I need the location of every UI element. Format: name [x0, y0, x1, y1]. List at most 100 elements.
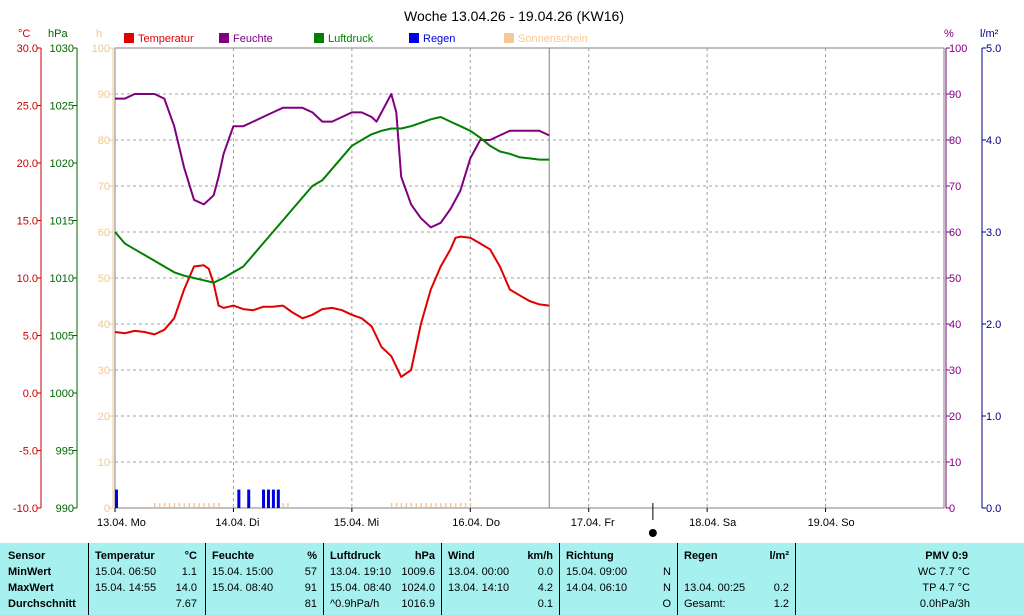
temperature-line — [114, 235, 550, 378]
sunshine-mark — [395, 503, 398, 507]
humidity-tick-label: 60 — [949, 227, 961, 239]
temp-tick-label: 0.0 — [23, 388, 38, 400]
pressure-axis-unit: hPa — [48, 28, 68, 40]
hours-tick-label: 100 — [92, 43, 110, 55]
stats-header-sensor: Sensor — [8, 550, 46, 562]
pressure-tick-label: 1025 — [50, 101, 74, 113]
rain-axis-unit: l/m² — [980, 28, 999, 40]
pressure-max-time: 15.04. 08:40 — [330, 582, 392, 594]
hours-tick-label: 60 — [98, 227, 110, 239]
sunshine-mark — [168, 503, 171, 507]
stats-unit-rain: l/m² — [769, 550, 789, 562]
x-tick-label: 15.04. Mi — [334, 517, 379, 529]
humidity-min-time: 15.04. 15:00 — [212, 566, 274, 578]
temp-tick-label: 20.0 — [17, 158, 38, 170]
sunshine-mark — [183, 503, 186, 507]
stats-header-pressure: Luftdruck — [330, 550, 381, 562]
legend-swatch-humidity — [219, 33, 229, 43]
sunshine-mark — [440, 503, 442, 507]
grid — [114, 47, 945, 509]
stats-header-direction: Richtung — [566, 550, 614, 562]
sunshine-mark — [282, 503, 284, 507]
humidity-max-time: 15.04. 08:40 — [212, 582, 274, 594]
sunshine-mark — [188, 503, 191, 507]
pressure-min-value: 1009.6 — [401, 566, 435, 578]
hours-tick-label: 10 — [98, 457, 110, 469]
temperature-min-time: 15.04. 06:50 — [95, 566, 157, 578]
sunshine-mark — [198, 503, 200, 507]
direction-min-value: N — [663, 566, 671, 578]
stats-col-humidity: Feuchte % 15.04. 15:00 57 15.04. 08:40 9… — [206, 543, 323, 615]
now-marker — [648, 529, 657, 537]
wind-max-time: 13.04. 14:10 — [448, 582, 510, 594]
humidity-tick-label: 0 — [949, 503, 955, 515]
stats-row-label-min: MinWert — [8, 566, 52, 578]
temperature-max-time: 15.04. 14:55 — [95, 582, 157, 594]
rain-tick-label: 3.0 — [986, 227, 1001, 239]
legend-label-temperature: Temperatur — [138, 33, 194, 45]
legend-swatch-temperature — [124, 33, 134, 43]
direction-max-time: 14.04. 06:10 — [566, 582, 628, 594]
legend-swatch-pressure — [314, 33, 324, 43]
rain-bar — [271, 489, 275, 508]
rain-bar — [237, 489, 241, 508]
temperature-min-value: 1.1 — [181, 566, 197, 578]
humidity-axis-unit: % — [944, 28, 954, 40]
sunshine-mark — [193, 503, 195, 507]
temp-tick-label: 30.0 — [17, 43, 38, 55]
statistics-panel: Sensor MinWert MaxWert Durchschnitt Temp… — [0, 543, 1024, 615]
hours-tick-label: 80 — [98, 135, 110, 147]
sunshine-mark — [218, 503, 220, 507]
stats-header-humidity: Feuchte — [212, 550, 255, 562]
humidity-avg-value: 81 — [304, 598, 317, 610]
rain-max-value: 0.2 — [773, 582, 789, 594]
pressure-tick-label: 1005 — [50, 331, 74, 343]
sunshine-mark — [459, 503, 462, 507]
wind-max-value: 4.2 — [537, 582, 553, 594]
pmv-tp: TP 4.7 °C — [922, 582, 970, 594]
sunshine-mark — [415, 503, 418, 507]
temp-tick-label: 10.0 — [17, 273, 38, 285]
humidity-tick-label: 40 — [949, 319, 961, 331]
sunshine-mark — [425, 503, 427, 507]
rain-tick-label: 1.0 — [986, 411, 1001, 423]
hours-tick-label: 30 — [98, 365, 110, 377]
sunshine-mark — [153, 503, 156, 507]
hours-axis-unit: h — [96, 28, 102, 40]
weather-chart: Woche 13.04.26 - 19.04.26 (KW16) °C hPa … — [12, 8, 1002, 537]
stats-col-wind: Wind km/h 13.04. 00:00 0.0 13.04. 14:10 … — [442, 543, 559, 615]
rain-bar — [276, 489, 280, 508]
humidity-tick-label: 90 — [949, 89, 961, 101]
sunshine-mark — [178, 503, 181, 507]
humidity-tick-label: 30 — [949, 365, 961, 377]
stats-col-pressure: Luftdruck hPa 13.04. 19:10 1009.6 15.04.… — [324, 543, 441, 615]
chart-marks — [114, 93, 550, 508]
legend-label-sunshine: Sonnenschein — [518, 33, 588, 45]
rain-bar — [262, 489, 266, 508]
rain-tick-label: 2.0 — [986, 319, 1001, 331]
stats-col-direction: Richtung 15.04. 09:00 N 14.04. 06:10 N O — [560, 543, 677, 615]
legend-label-rain: Regen — [423, 33, 455, 45]
stats-col-sensor: Sensor MinWert MaxWert Durchschnitt — [0, 543, 88, 615]
legend-swatch-sunshine — [504, 33, 514, 43]
stats-unit-humidity: % — [307, 550, 317, 562]
pressure-tick-label: 1020 — [50, 158, 74, 170]
rain-bar — [266, 489, 270, 508]
sunshine-mark — [469, 503, 472, 507]
humidity-line — [115, 93, 550, 229]
pressure-tick-label: 990 — [56, 503, 74, 515]
x-tick-label: 17.04. Fr — [571, 517, 615, 529]
legend-label-humidity: Feuchte — [233, 33, 273, 45]
temperature-max-value: 14.0 — [175, 582, 197, 594]
pressure-tick-label: 1015 — [50, 216, 74, 228]
temperature-avg-value: 7.67 — [175, 598, 197, 610]
pressure-avg-value: 1016.9 — [401, 598, 435, 610]
humidity-max-value: 91 — [304, 582, 317, 594]
sunshine-mark — [464, 503, 467, 507]
stats-unit-pressure: hPa — [414, 550, 435, 562]
humidity-tick-label: 50 — [949, 273, 961, 285]
temp-tick-label: 15.0 — [17, 216, 38, 228]
stats-header-rain: Regen — [684, 550, 718, 562]
stats-col-rain: Regen l/m² 13.04. 00:25 0.2 Gesamt: 1.2 — [678, 543, 795, 615]
rain-tick-label: 4.0 — [986, 135, 1001, 147]
